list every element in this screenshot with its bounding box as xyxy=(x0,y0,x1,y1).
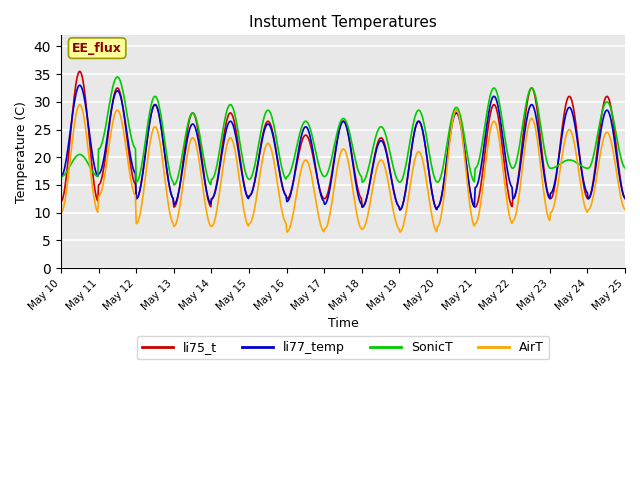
X-axis label: Time: Time xyxy=(328,317,358,330)
Legend: li75_t, li77_temp, SonicT, AirT: li75_t, li77_temp, SonicT, AirT xyxy=(136,336,549,360)
Text: EE_flux: EE_flux xyxy=(72,42,122,55)
Y-axis label: Temperature (C): Temperature (C) xyxy=(15,101,28,203)
Title: Instument Temperatures: Instument Temperatures xyxy=(249,15,437,30)
